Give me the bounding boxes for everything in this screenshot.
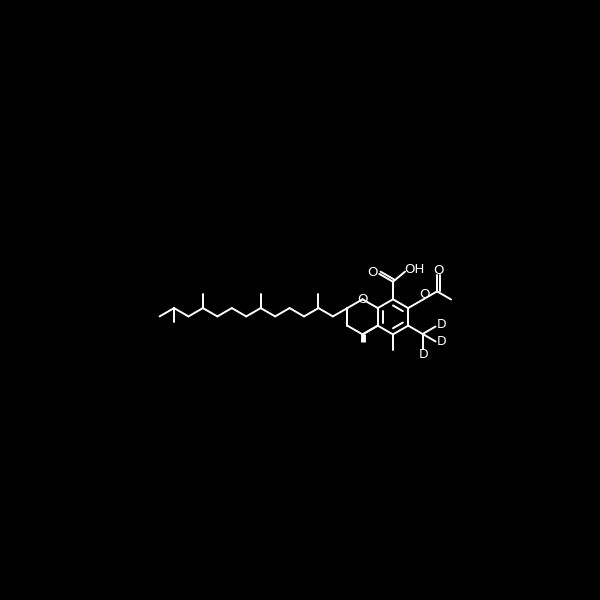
Text: O: O	[434, 264, 444, 277]
Text: D: D	[418, 349, 428, 361]
Text: O: O	[368, 266, 378, 279]
Text: O: O	[357, 293, 367, 306]
Text: D: D	[437, 335, 447, 348]
Text: O: O	[419, 287, 430, 301]
Text: D: D	[437, 318, 446, 331]
Text: OH: OH	[404, 263, 425, 276]
